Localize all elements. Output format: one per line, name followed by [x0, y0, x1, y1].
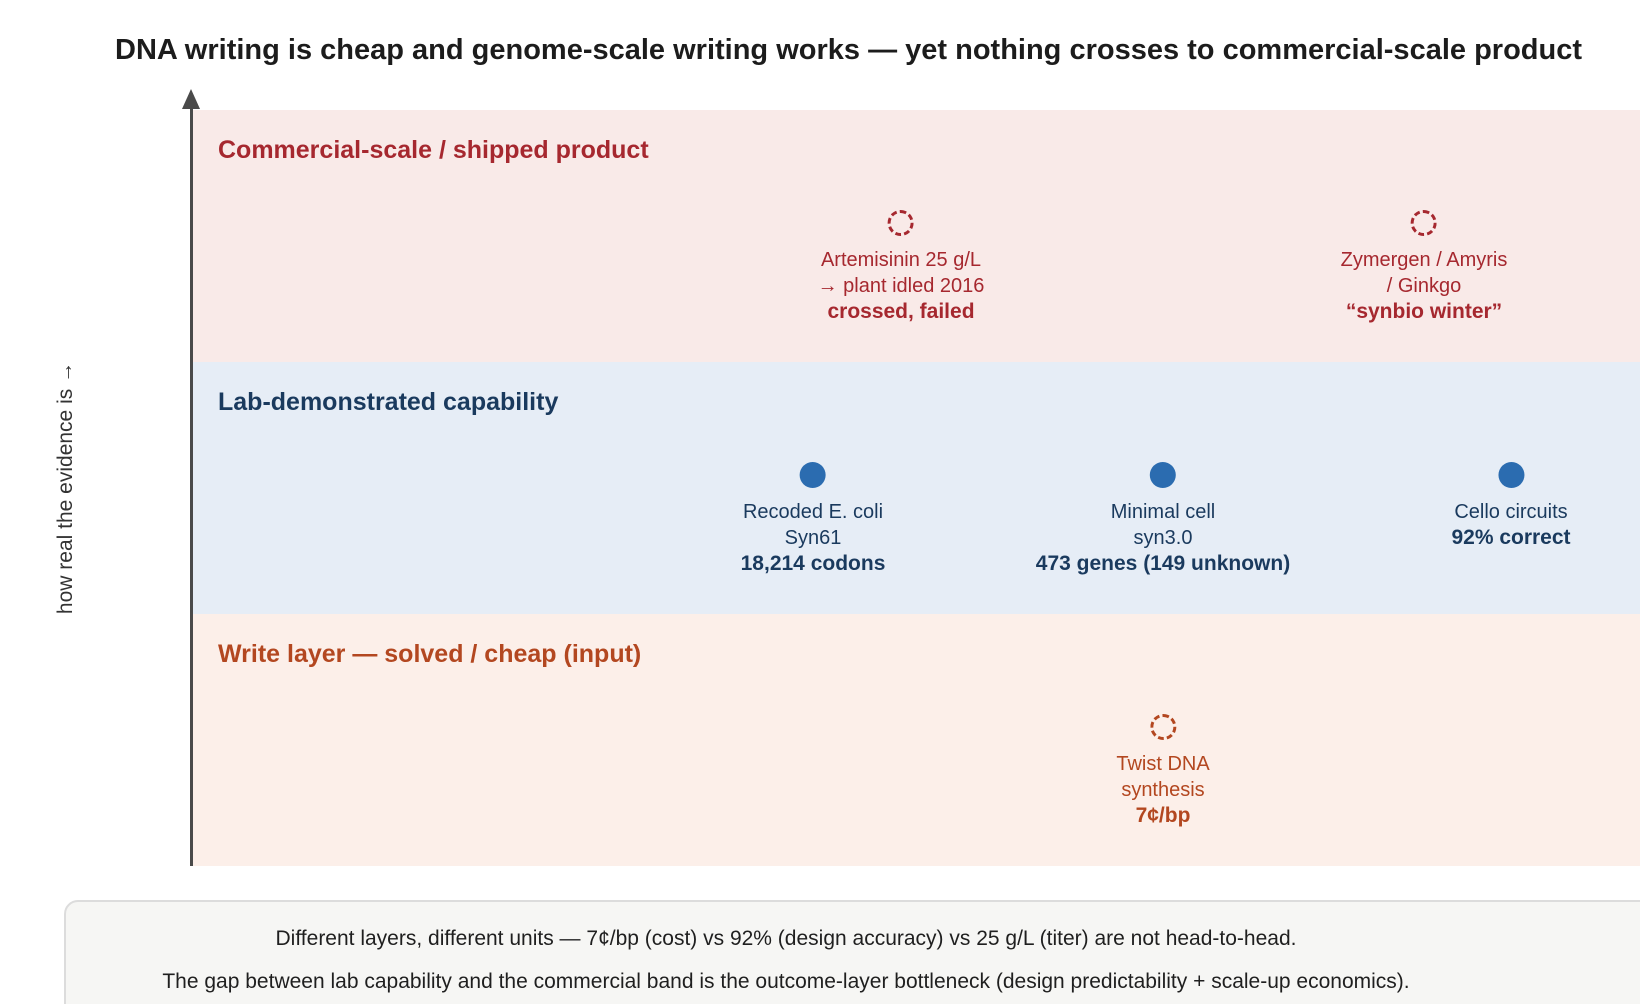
band-lab-title: Lab-demonstrated capability [218, 388, 559, 416]
marker-line: synthesis [1121, 779, 1205, 801]
marker-line: Minimal cell [1110, 501, 1216, 523]
band-commercial-title: Commercial-scale / shipped product [218, 136, 649, 164]
marker-line: / Ginkgo [1386, 275, 1462, 297]
marker-emphasis: 18,214 codons [740, 552, 886, 575]
dashed-circle-icon [887, 210, 914, 236]
marker-line: Zymergen / Amyris [1340, 249, 1508, 271]
marker-line: syn3.0 [1133, 527, 1193, 549]
marker-line: Artemisinin 25 g/L [820, 249, 982, 271]
band-commercial: Commercial-scale / shipped product [193, 110, 1640, 362]
marker-line: Cello circuits [1454, 501, 1568, 523]
marker-twist-dna: Twist DNA synthesis 7¢/bp [1116, 714, 1210, 829]
footer-note-box: Different layers, different units — 7¢/b… [64, 900, 1640, 1004]
marker-emphasis: crossed, failed [827, 300, 975, 323]
footer-note-line-1: Different layers, different units — 7¢/b… [275, 927, 1297, 950]
diagram-title: DNA writing is cheap and genome-scale wr… [115, 34, 1582, 66]
marker-line: Twist DNA [1116, 753, 1210, 775]
marker-minimal-cell: Minimal cell syn3.0 473 genes (149 unkno… [1036, 462, 1290, 577]
marker-emphasis: “synbio winter” [1345, 300, 1503, 323]
marker-line: → plant idled 2016 [817, 275, 985, 297]
marker-emphasis: 92% correct [1451, 526, 1571, 549]
marker-recoded-ecoli: Recoded E. coli Syn61 18,214 codons [740, 462, 886, 577]
marker-emphasis: 473 genes (149 unknown) [1035, 552, 1291, 575]
marker-emphasis: 7¢/bp [1135, 804, 1191, 827]
marker-synbio-companies: Zymergen / Amyris / Ginkgo “synbio winte… [1340, 210, 1508, 325]
marker-line: Syn61 [784, 527, 842, 549]
filled-dot-icon [799, 462, 826, 488]
band-lab: Lab-demonstrated capability [193, 362, 1640, 614]
y-axis-arrow-icon [182, 89, 200, 109]
filled-dot-icon [1497, 462, 1524, 488]
marker-artemisinin: Artemisinin 25 g/L → plant idled 2016 cr… [817, 210, 985, 325]
filled-dot-icon [1149, 462, 1176, 488]
marker-line: Recoded E. coli [742, 501, 884, 523]
band-write: Write layer — solved / cheap (input) [193, 614, 1640, 866]
footer-note-line-2: The gap between lab capability and the c… [162, 970, 1410, 993]
marker-cello-circuits: Cello circuits 92% correct [1451, 462, 1571, 551]
dashed-circle-icon [1150, 714, 1176, 740]
band-write-title: Write layer — solved / cheap (input) [218, 640, 642, 668]
y-axis-label: how real the evidence is → [54, 361, 77, 615]
dashed-circle-icon [1410, 210, 1437, 236]
y-axis-line [190, 104, 193, 866]
